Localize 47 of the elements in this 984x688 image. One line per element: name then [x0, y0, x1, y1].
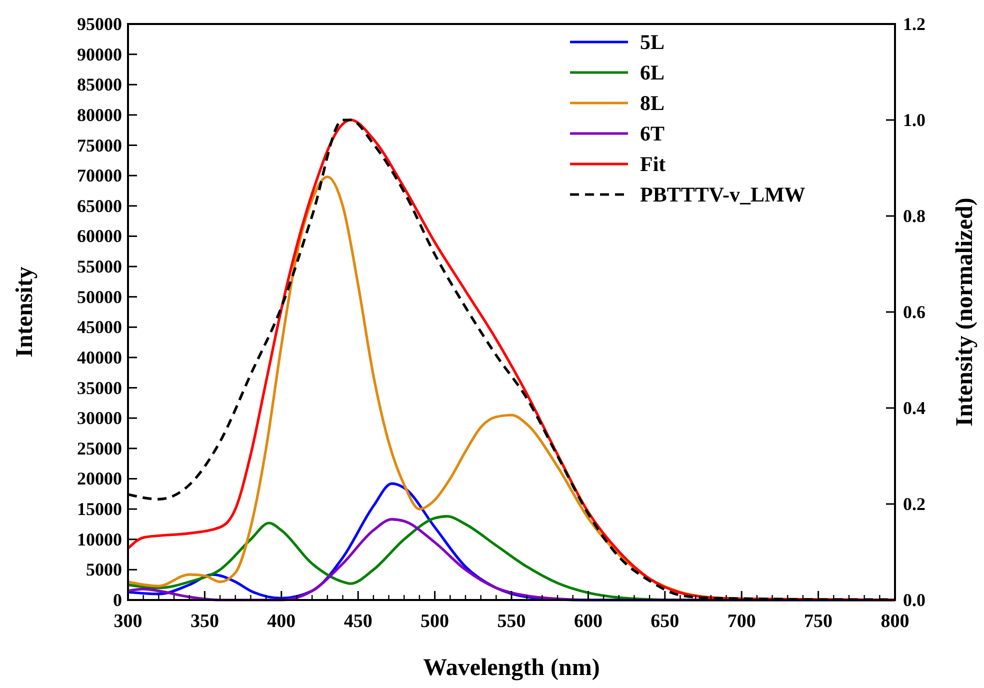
x-tick-label: 350	[190, 611, 219, 632]
legend-label: 6T	[640, 122, 665, 146]
y-tick-label: 90000	[77, 44, 122, 64]
x-tick-label: 600	[574, 611, 602, 632]
x-tick-label: 400	[267, 611, 296, 632]
y-tick-label: 15000	[77, 499, 122, 520]
y-tick-label: 40000	[77, 347, 122, 368]
y-axis-title: Intensity	[12, 266, 38, 358]
y2-tick-label: 1.2	[903, 14, 926, 34]
y2-tick-label: 0.2	[903, 494, 926, 514]
legend-label: PBTTTV-v_LMW	[640, 182, 806, 206]
x-axis-title: Wavelength (nm)	[423, 655, 600, 681]
x-tick-label: 300	[114, 611, 142, 632]
y2-tick-label: 0.8	[903, 206, 926, 226]
x-tick-label: 750	[804, 611, 833, 632]
y-tick-label: 25000	[77, 438, 122, 458]
legend-label: 6L	[640, 60, 665, 84]
y2-tick-label: 0.4	[903, 398, 926, 418]
x-tick-label: 450	[344, 611, 372, 632]
y-tick-label: 55000	[77, 256, 122, 277]
x-tick-label: 550	[497, 611, 526, 632]
y-tick-label: 80000	[77, 104, 122, 125]
y-tick-label: 65000	[77, 196, 122, 216]
x-tick-label: 500	[420, 611, 450, 632]
y2-tick-label: 1.0	[903, 110, 926, 130]
y-tick-label: 70000	[77, 166, 122, 186]
y-tick-label: 45000	[77, 317, 122, 338]
y-tick-label: 5000	[86, 560, 122, 580]
x-tick-label: 800	[880, 611, 910, 632]
y-tick-label: 0	[113, 590, 122, 610]
legend-label: Fit	[640, 152, 666, 176]
y2-tick-label: 0.6	[903, 302, 926, 322]
y-tick-label: 60000	[77, 226, 122, 246]
legend-label: 8L	[640, 91, 665, 115]
x-tick-label: 650	[650, 611, 680, 632]
y-tick-label: 10000	[77, 529, 122, 550]
y-tick-label: 50000	[77, 286, 122, 307]
y-tick-label: 35000	[77, 378, 122, 398]
y2-tick-label: 0.0	[903, 590, 926, 610]
y-tick-label: 95000	[77, 14, 122, 34]
y-tick-label: 30000	[77, 408, 122, 428]
y2-axis-title: Intensity (normalized)	[952, 198, 978, 426]
y-tick-label: 20000	[77, 468, 122, 489]
y-tick-label: 85000	[77, 74, 122, 95]
y-tick-label: 75000	[77, 135, 122, 156]
x-tick-label: 700	[727, 611, 756, 632]
legend-label: 5L	[640, 30, 665, 54]
